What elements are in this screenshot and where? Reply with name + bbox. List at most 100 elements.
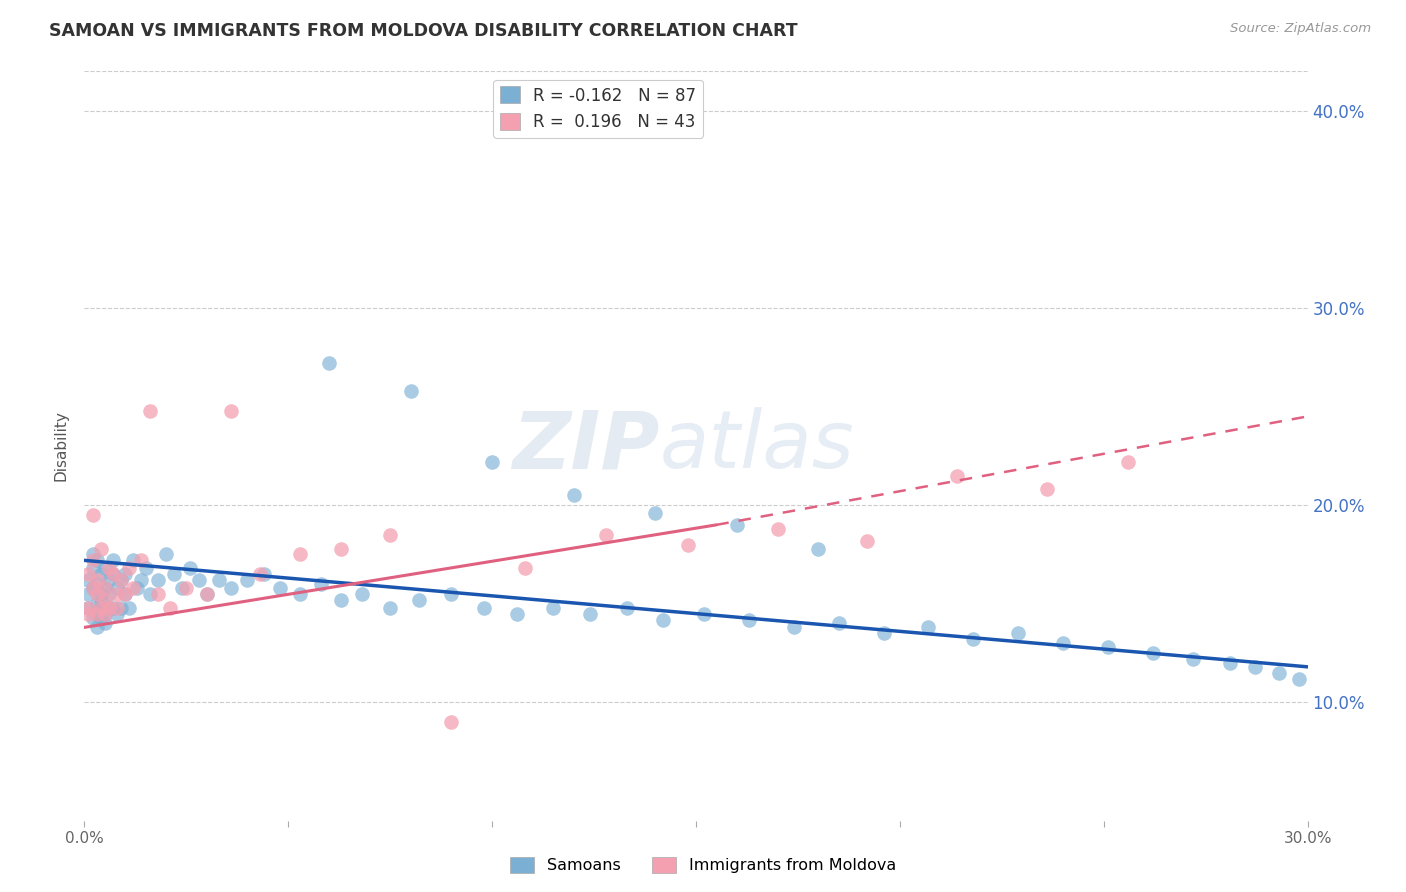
Point [179,561,201,575]
Point [253,567,276,582]
Point [90,600,112,615]
Point [86,553,108,567]
Point [114,567,136,582]
Point [114,587,136,601]
Point [135,561,157,575]
Point [195,587,218,601]
Point [1288,672,1310,686]
Point [269,581,291,595]
Point [652,613,675,627]
Point [86,607,108,621]
Point [946,468,969,483]
Point [97,587,120,601]
Point [330,592,353,607]
Point [146,573,169,587]
Point [93,561,115,575]
Point [807,541,830,556]
Point [105,600,128,615]
Point [90,600,112,615]
Point [131,573,153,587]
Point [93,607,115,621]
Point [82,610,104,624]
Point [579,607,602,621]
Point [90,567,112,582]
Point [1142,646,1164,660]
Point [725,517,748,532]
Point [693,607,716,621]
Text: SAMOAN VS IMMIGRANTS FROM MOLDOVA DISABILITY CORRELATION CHART: SAMOAN VS IMMIGRANTS FROM MOLDOVA DISABI… [49,22,797,40]
Point [77,600,100,615]
Point [543,600,565,615]
Point [155,548,177,562]
Point [77,607,100,621]
Point [174,581,197,595]
Point [856,533,879,548]
Point [472,600,495,615]
Point [114,587,136,601]
Point [828,616,851,631]
Point [82,548,104,562]
Point [1182,652,1205,666]
Point [101,567,124,582]
Point [595,527,617,541]
Point [82,508,104,522]
Legend: Samoans, Immigrants from Moldova: Samoans, Immigrants from Moldova [503,850,903,880]
Point [86,620,108,634]
Point [105,587,128,601]
Point [872,626,894,640]
Point [122,581,145,595]
Point [90,592,112,607]
Point [97,600,120,615]
Point [93,592,115,607]
Point [505,607,527,621]
Point [97,561,120,575]
Point [330,541,353,556]
Point [318,356,340,370]
Point [118,600,141,615]
Point [1268,665,1291,680]
Point [77,567,100,582]
Text: ZIP: ZIP [512,407,659,485]
Point [195,587,218,601]
Point [380,600,402,615]
Legend: R = -0.162   N = 87, R =  0.196   N = 43: R = -0.162 N = 87, R = 0.196 N = 43 [494,79,703,137]
Point [783,620,806,634]
Point [236,573,259,587]
Point [90,541,112,556]
Point [766,522,789,536]
Point [644,506,666,520]
Point [77,573,100,587]
Point [105,581,128,595]
Point [138,587,160,601]
Point [562,488,585,502]
Point [110,573,132,587]
Point [159,600,181,615]
Point [208,573,231,587]
Point [82,561,104,575]
Point [90,610,112,624]
Point [290,548,312,562]
Point [738,613,761,627]
Point [146,587,169,601]
Point [77,600,100,615]
Point [93,581,115,595]
Point [309,577,332,591]
Point [917,620,939,634]
Point [86,573,108,587]
Point [481,455,503,469]
Point [86,597,108,611]
Y-axis label: Disability: Disability [53,410,69,482]
Point [172,581,194,595]
Point [408,592,430,607]
Point [127,581,149,595]
Point [118,561,141,575]
Point [86,577,108,591]
Point [93,607,115,621]
Point [440,714,463,729]
Point [93,581,115,595]
Point [105,607,128,621]
Point [110,573,132,587]
Point [131,553,153,567]
Point [219,581,242,595]
Point [962,632,984,647]
